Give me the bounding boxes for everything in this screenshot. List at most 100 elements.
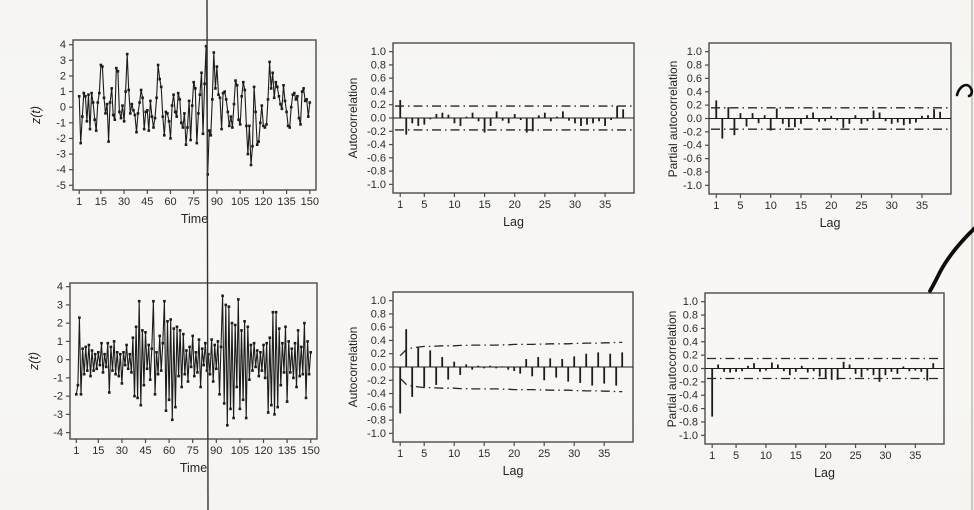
data-point-marker bbox=[106, 341, 110, 345]
data-point-marker bbox=[155, 96, 158, 100]
data-point-marker bbox=[263, 376, 267, 380]
data-point-marker bbox=[139, 403, 143, 407]
data-point-marker bbox=[271, 71, 274, 75]
data-point-marker bbox=[98, 91, 101, 95]
data-point-marker bbox=[240, 329, 243, 332]
data-point-marker bbox=[223, 90, 226, 93]
data-point-marker bbox=[135, 130, 138, 134]
y-tick-label: 4 bbox=[60, 39, 66, 51]
data-point-marker bbox=[285, 400, 289, 403]
data-point-marker bbox=[230, 321, 234, 325]
data-point-marker bbox=[100, 341, 103, 345]
tick-labels: 1.00.80.60.40.20.0-0.2-0.4-0.6-0.8-1.01 5… bbox=[367, 46, 611, 211]
y-tick-label: 0.6 bbox=[371, 73, 386, 85]
data-point-marker bbox=[293, 341, 297, 345]
tick-labels: 4 3 2 1 0 -1 -2 -3 -4 1 15 30 45 60 75 90 105 120 135 150 bbox=[53, 281, 320, 457]
data-point-marker bbox=[283, 99, 287, 103]
data-point-marker bbox=[277, 95, 281, 98]
data-point-marker bbox=[181, 126, 185, 129]
data-point-marker bbox=[77, 95, 81, 98]
data-point-marker bbox=[205, 369, 209, 372]
x-tick-label: 60 bbox=[164, 196, 176, 208]
y-tick-label: -0.8 bbox=[367, 166, 386, 178]
x-tick-label: 10 bbox=[448, 448, 460, 460]
data-point-marker bbox=[89, 374, 92, 378]
y-tick-label: 0.4 bbox=[371, 86, 386, 98]
y-tick-label: 0.2 bbox=[687, 100, 702, 112]
y-tick-label: 0.8 bbox=[371, 59, 386, 71]
data-point-marker bbox=[266, 411, 270, 414]
data-point-marker bbox=[161, 341, 165, 345]
data-point-marker bbox=[305, 98, 308, 101]
data-point-marker bbox=[212, 51, 216, 54]
x-tick-label: 150 bbox=[302, 445, 320, 457]
data-point-marker bbox=[279, 383, 283, 387]
data-point-marker bbox=[166, 112, 169, 115]
confidence-band bbox=[399, 341, 623, 357]
x-tick-label: 5 bbox=[421, 199, 427, 211]
x-tick-label: 20 bbox=[825, 200, 837, 212]
data-point-marker bbox=[249, 163, 253, 167]
data-point-marker bbox=[148, 378, 152, 381]
data-point-marker bbox=[288, 126, 291, 129]
data-point-marker bbox=[265, 341, 268, 345]
x-tick-label: 20 bbox=[508, 448, 520, 460]
data-point-marker bbox=[266, 98, 270, 101]
data-point-marker bbox=[97, 351, 100, 354]
data-point-marker bbox=[164, 409, 168, 412]
x-axis-label: Lag bbox=[814, 466, 835, 480]
data-point-marker bbox=[237, 118, 240, 121]
data-point-marker bbox=[229, 115, 233, 118]
y-tick-label: -4 bbox=[53, 427, 63, 439]
x-tick-label: 15 bbox=[478, 448, 490, 460]
y-tick-label: 1.0 bbox=[371, 295, 386, 307]
data-point-marker bbox=[132, 109, 135, 112]
data-point-marker bbox=[92, 369, 95, 372]
data-point-marker bbox=[78, 316, 81, 319]
y-tick-label: 3 bbox=[60, 55, 66, 67]
data-point-marker bbox=[307, 372, 311, 376]
data-point-marker bbox=[88, 127, 92, 131]
data-point-marker bbox=[252, 85, 256, 89]
tick-labels: 1.00.80.60.40.20.0-0.2-0.4-0.6-0.8-1.01 5… bbox=[683, 46, 928, 212]
y-tick-label: 0.8 bbox=[371, 308, 386, 320]
data-point-marker bbox=[139, 88, 143, 92]
x-tick-label: 15 bbox=[795, 200, 807, 212]
y-tick-label: 0.6 bbox=[371, 322, 386, 334]
data-point-marker bbox=[84, 345, 87, 349]
data-point-marker bbox=[177, 374, 180, 378]
pacf-plot-top: Partial autocorrelation 1.0 0.8 0.6 0.4 0.2 0… bbox=[660, 15, 974, 250]
data-point-marker bbox=[277, 327, 281, 330]
data-point-marker bbox=[144, 110, 147, 114]
data-point-marker bbox=[207, 129, 211, 132]
data-point-marker bbox=[94, 129, 98, 132]
data-point-marker bbox=[301, 372, 305, 376]
data-point-marker bbox=[159, 85, 163, 89]
data-point-marker bbox=[82, 372, 86, 376]
data-point-marker bbox=[296, 95, 299, 98]
tick-labels: 1.00.80.60.40.20.0-0.2-0.4-0.6-0.8-1.01 5… bbox=[679, 296, 921, 462]
data-point-marker bbox=[237, 298, 240, 301]
x-tick-label: 5 bbox=[737, 200, 743, 212]
confidence-band bbox=[399, 377, 623, 393]
data-point-marker bbox=[130, 102, 134, 106]
data-point-marker bbox=[211, 98, 214, 101]
data-point-marker bbox=[280, 107, 284, 111]
data-point-marker bbox=[144, 331, 147, 334]
data-point-marker bbox=[111, 369, 114, 372]
axis-ticks bbox=[389, 51, 606, 197]
data-point-marker bbox=[226, 110, 230, 114]
data-point-marker bbox=[204, 341, 207, 345]
data-point-marker bbox=[274, 80, 278, 84]
acf-bars bbox=[399, 100, 625, 135]
data-point-marker bbox=[262, 343, 265, 347]
data-point-marker bbox=[229, 407, 232, 411]
data-point-marker bbox=[172, 327, 176, 330]
data-point-marker bbox=[303, 321, 306, 325]
data-point-marker bbox=[187, 99, 191, 103]
data-point-marker bbox=[102, 96, 106, 100]
y-tick-label: 3 bbox=[57, 299, 63, 311]
data-point-marker bbox=[130, 371, 133, 374]
data-point-marker bbox=[308, 101, 312, 104]
x-axis-label: Time bbox=[179, 461, 208, 475]
